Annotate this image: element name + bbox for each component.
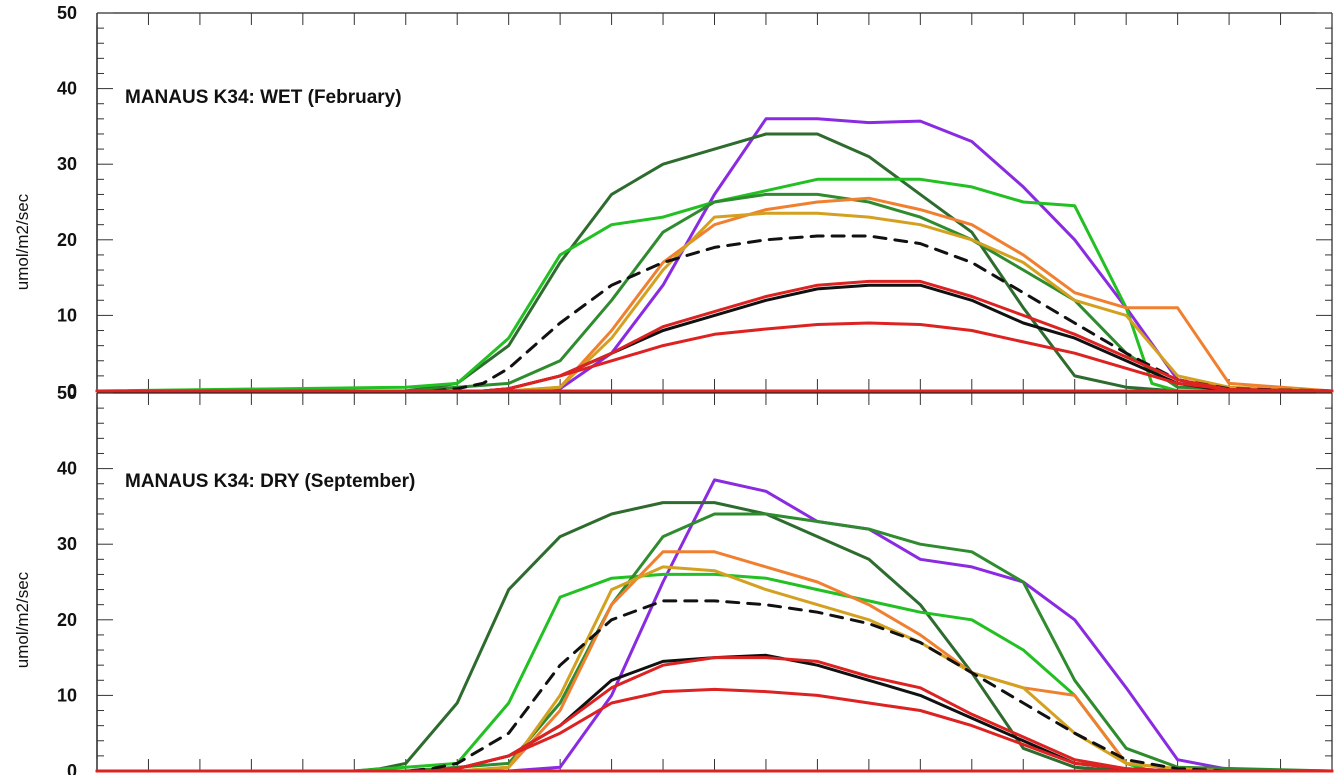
y-tick-label: 50 xyxy=(57,383,77,403)
series-line xyxy=(95,512,1334,773)
y-tick-label: 40 xyxy=(57,459,77,479)
y-tick-label: 0 xyxy=(67,381,77,401)
y-tick-label: 30 xyxy=(57,534,77,554)
y-tick-label: 0 xyxy=(67,761,77,775)
wet-season-panel: 0 10 20 30 40 50 MANAUS K34: WET (February) u… xyxy=(13,3,1334,401)
series-line xyxy=(95,687,1334,773)
wet-panel-ylabel: umol/m2/sec xyxy=(13,193,32,290)
dry-panel-ylabel: umol/m2/sec xyxy=(13,571,32,668)
series-line xyxy=(95,321,1334,393)
y-tick-label: 10 xyxy=(57,685,77,705)
series-line xyxy=(95,565,1334,773)
wet-panel-title: MANAUS K34: WET (February) xyxy=(125,87,402,108)
y-tick-label: 20 xyxy=(57,610,77,630)
dry-panel-series xyxy=(95,478,1334,773)
series-line xyxy=(95,192,1334,393)
series-line xyxy=(95,234,1334,393)
series-line xyxy=(95,599,1334,773)
series-line xyxy=(95,211,1334,393)
y-tick-label: 30 xyxy=(57,154,77,174)
series-line xyxy=(95,501,1334,773)
y-tick-label: 40 xyxy=(57,79,77,99)
dry-panel-title: MANAUS K34: DRY (September) xyxy=(125,471,415,492)
y-tick-label: 50 xyxy=(57,3,77,23)
y-tick-label: 10 xyxy=(57,305,77,325)
wet-panel-series xyxy=(95,117,1334,393)
y-tick-label: 20 xyxy=(57,230,77,250)
